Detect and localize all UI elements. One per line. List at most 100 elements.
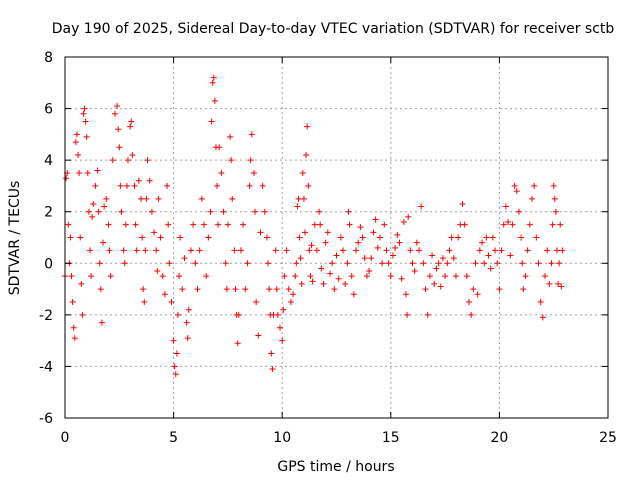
data-point: [263, 234, 270, 241]
data-point: [342, 280, 349, 287]
x-axis-label: GPS time / hours: [277, 459, 394, 475]
data-point: [78, 280, 85, 287]
data-point: [302, 229, 309, 236]
data-point: [280, 306, 287, 313]
x-tick-label: 15: [382, 430, 400, 446]
data-point: [170, 337, 177, 344]
data-point: [76, 170, 83, 177]
data-point: [376, 234, 383, 241]
data-point: [528, 195, 535, 202]
data-point: [97, 286, 104, 293]
data-point: [281, 273, 288, 280]
data-point: [509, 221, 516, 228]
data-point: [359, 234, 366, 241]
data-point: [496, 286, 503, 293]
data-point: [413, 239, 420, 246]
y-axis-label: SDTVAR / TECUs: [7, 181, 23, 296]
data-point: [539, 314, 546, 321]
data-point: [248, 131, 255, 138]
data-point: [424, 311, 431, 318]
data-point: [203, 273, 210, 280]
data-point: [318, 265, 325, 272]
data-point: [558, 283, 565, 290]
data-point: [389, 252, 396, 259]
data-point: [435, 260, 442, 267]
data-point: [223, 286, 230, 293]
data-point: [181, 255, 188, 262]
data-point: [311, 221, 318, 228]
data-point: [353, 247, 360, 254]
data-point: [211, 97, 218, 104]
data-point: [207, 208, 214, 215]
data-point: [266, 286, 273, 293]
data-point: [168, 298, 175, 305]
data-point: [222, 260, 229, 267]
data-point: [431, 280, 438, 287]
data-point: [63, 175, 70, 182]
data-point: [485, 252, 492, 259]
data-point: [290, 291, 297, 298]
data-point: [498, 247, 505, 254]
data-point: [144, 157, 151, 164]
data-point: [177, 234, 184, 241]
data-point: [442, 273, 449, 280]
data-point: [479, 239, 486, 246]
data-point: [107, 273, 114, 280]
data-point: [88, 273, 95, 280]
data-point: [80, 110, 87, 117]
data-point: [65, 221, 72, 228]
data-point: [492, 247, 499, 254]
data-point: [198, 195, 205, 202]
data-point: [103, 195, 110, 202]
data-point: [218, 170, 225, 177]
data-point: [159, 273, 166, 280]
data-point: [172, 371, 179, 378]
data-point: [101, 203, 108, 210]
data-point: [106, 247, 113, 254]
data-point: [515, 208, 522, 215]
data-point: [247, 157, 254, 164]
data-point: [422, 286, 429, 293]
data-point: [304, 123, 311, 130]
data-point: [502, 203, 509, 210]
data-point: [513, 188, 520, 195]
data-point: [118, 208, 125, 215]
data-point: [179, 286, 186, 293]
data-point: [476, 247, 483, 254]
data-point: [151, 229, 158, 236]
data-point: [82, 118, 89, 125]
y-tick-label: 0: [44, 256, 53, 272]
data-point: [329, 260, 336, 267]
x-tick-label: 10: [273, 430, 291, 446]
data-point: [507, 252, 514, 259]
data-point: [132, 221, 139, 228]
data-points: [62, 74, 566, 378]
data-point: [461, 221, 468, 228]
data-point: [183, 319, 190, 326]
data-point: [279, 337, 286, 344]
data-point: [84, 170, 91, 177]
data-point: [121, 260, 128, 267]
data-point: [196, 247, 203, 254]
data-point: [383, 247, 390, 254]
data-point: [379, 260, 386, 267]
data-point: [157, 234, 164, 241]
data-point: [416, 247, 423, 254]
data-point: [306, 247, 313, 254]
data-point: [72, 139, 79, 146]
data-point: [468, 311, 475, 318]
data-point: [411, 268, 418, 275]
data-point: [141, 298, 148, 305]
data-point: [511, 182, 518, 189]
plot-frame: [64, 56, 609, 419]
data-point: [546, 280, 553, 287]
data-point: [320, 280, 327, 287]
data-point: [75, 151, 82, 158]
data-point: [296, 234, 303, 241]
data-point: [298, 280, 305, 287]
data-point: [138, 195, 145, 202]
data-point: [372, 216, 379, 223]
axis-ticks: 0 5 10 15 20 25 -6 -4 -2 0 2 4 6 8: [39, 50, 617, 446]
data-point: [174, 311, 181, 318]
